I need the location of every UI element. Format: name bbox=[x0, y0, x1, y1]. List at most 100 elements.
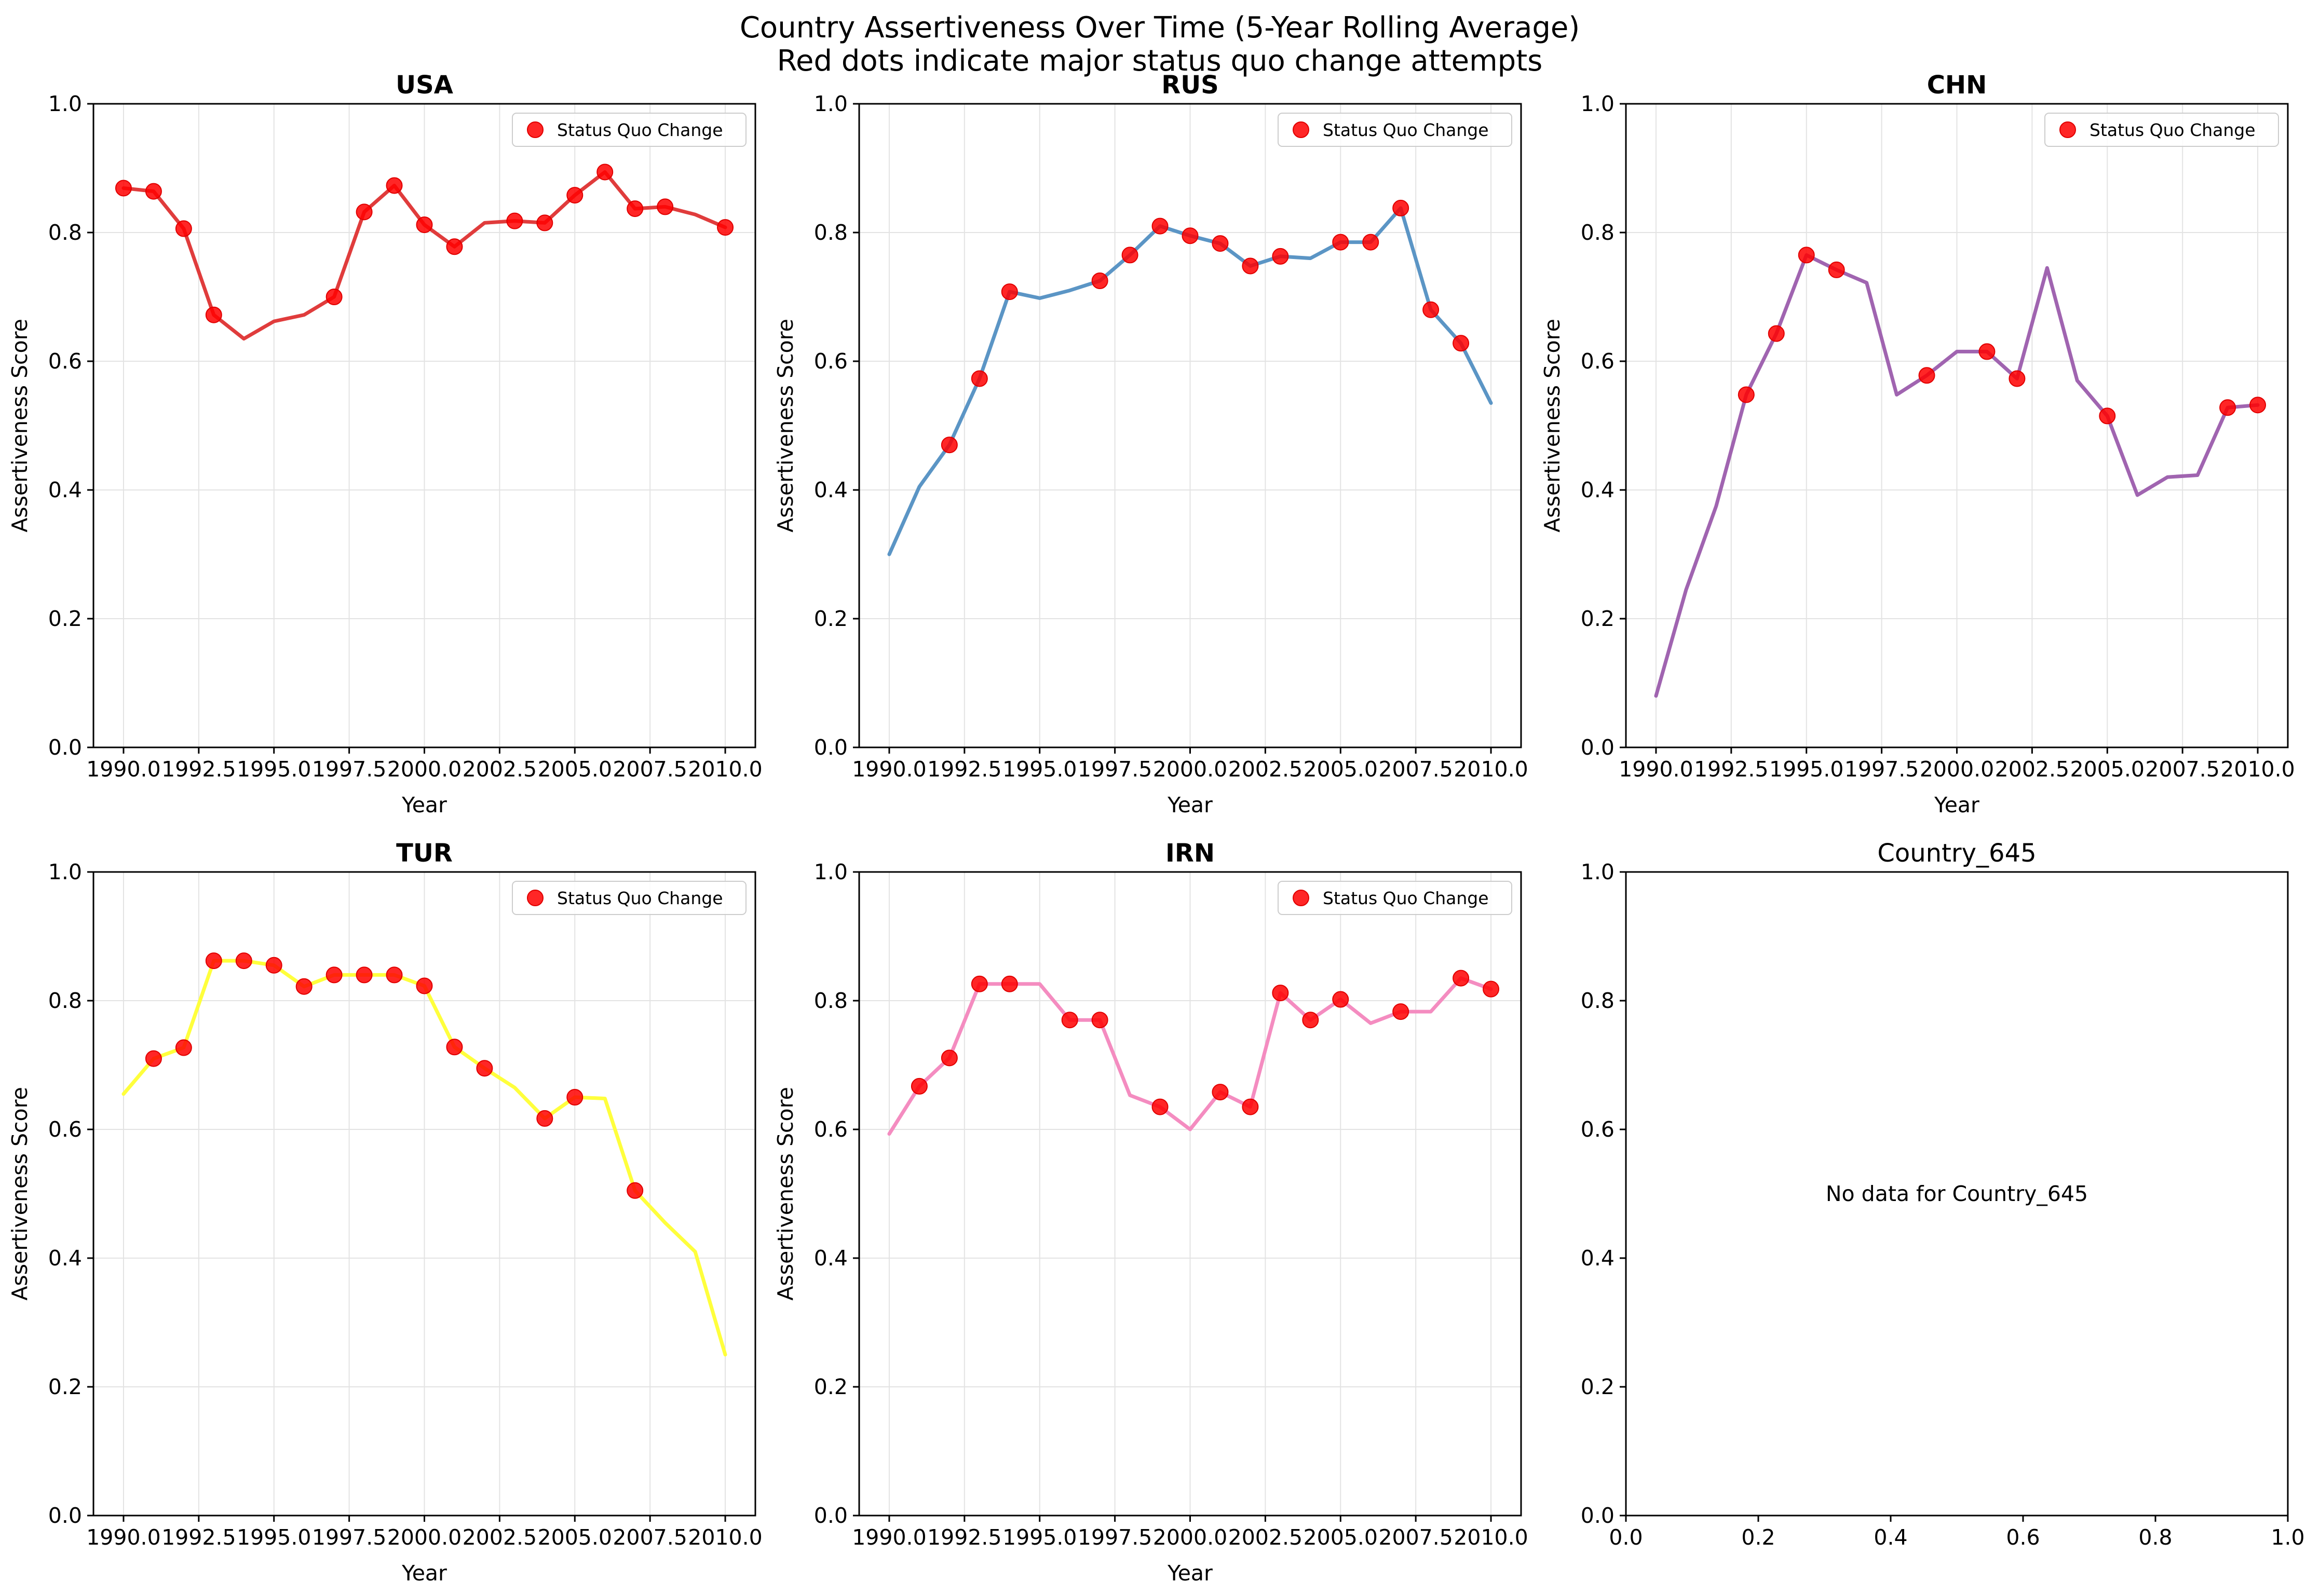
status-quo-marker bbox=[356, 203, 373, 221]
legend-label: Status Quo Change bbox=[1323, 888, 1489, 908]
subplot-chn: 1990.0 1992.5 1995.0 1997.5 2000.0 2002.5 2005… bbox=[1540, 71, 2295, 817]
legend-box bbox=[1278, 881, 1512, 915]
x-tick-label: 2007.5 bbox=[1378, 757, 1453, 782]
status-quo-marker bbox=[1212, 235, 1229, 252]
y-tick-label: 0.0 bbox=[48, 1503, 82, 1528]
x-tick-label: 1990.0 bbox=[1619, 757, 1693, 782]
y-tick-label: 0.4 bbox=[1581, 478, 1614, 502]
x-tick-label: 1997.5 bbox=[1078, 1525, 1152, 1550]
legend-label: Status Quo Change bbox=[2090, 120, 2256, 140]
y-axis-label: Assertiveness Score bbox=[773, 1087, 798, 1301]
status-quo-marker bbox=[1302, 1012, 1319, 1029]
y-tick-label: 1.0 bbox=[1581, 91, 1614, 116]
status-quo-marker bbox=[115, 180, 132, 197]
x-tick-label: 2007.5 bbox=[2145, 757, 2219, 782]
status-quo-marker bbox=[1061, 1012, 1078, 1029]
x-tick-label: 2010.0 bbox=[2220, 757, 2295, 782]
subplot-title: TUR bbox=[396, 839, 453, 868]
status-quo-marker bbox=[1121, 247, 1138, 264]
status-quo-marker bbox=[476, 1060, 493, 1077]
status-quo-marker bbox=[1272, 248, 1289, 265]
x-tick-label: 2005.0 bbox=[2070, 757, 2145, 782]
y-tick-label: 0.4 bbox=[814, 1246, 848, 1271]
x-axis-label: Year bbox=[401, 793, 447, 817]
x-tick-label: 1990.0 bbox=[86, 1525, 160, 1550]
figure-title-line2: Red dots indicate major status quo chang… bbox=[777, 44, 1543, 78]
y-tick-label: 1.0 bbox=[48, 860, 82, 884]
subplot-title: RUS bbox=[1161, 71, 1219, 100]
status-quo-marker bbox=[971, 370, 988, 387]
status-quo-marker bbox=[386, 966, 403, 984]
status-quo-marker bbox=[1768, 325, 1785, 342]
status-quo-marker bbox=[175, 220, 192, 237]
status-quo-marker bbox=[657, 198, 674, 215]
legend-marker bbox=[527, 890, 544, 906]
legend-marker bbox=[2059, 121, 2076, 138]
status-quo-marker bbox=[1453, 970, 1470, 987]
x-tick-label: 2000.0 bbox=[387, 757, 462, 782]
y-tick-label: 0.6 bbox=[1581, 1117, 1614, 1142]
legend-box bbox=[512, 881, 747, 915]
status-quo-marker bbox=[536, 1110, 553, 1127]
x-tick-label: 0.6 bbox=[2006, 1525, 2040, 1550]
x-tick-label: 2002.5 bbox=[1228, 757, 1303, 782]
y-tick-label: 0.2 bbox=[814, 1374, 848, 1399]
status-quo-marker bbox=[506, 212, 523, 229]
y-axis-label: Assertiveness Score bbox=[773, 319, 798, 533]
status-quo-marker bbox=[446, 1039, 463, 1056]
y-tick-label: 0.2 bbox=[1581, 1374, 1614, 1399]
series-line bbox=[1654, 253, 2260, 698]
status-quo-marker bbox=[911, 1077, 928, 1095]
x-tick-label: 0.4 bbox=[1874, 1525, 1907, 1550]
status-quo-marker bbox=[1392, 1003, 1409, 1020]
x-tick-label: 2002.5 bbox=[463, 757, 537, 782]
subplot-irn: 1990.0 1992.5 1995.0 1997.5 2000.0 2002.5 2005… bbox=[773, 839, 1528, 1586]
x-tick-label: 1997.5 bbox=[312, 757, 386, 782]
x-tick-label: 1995.0 bbox=[1769, 757, 1843, 782]
status-quo-marker bbox=[566, 1089, 584, 1106]
status-quo-marker bbox=[1332, 234, 1349, 251]
legend-marker bbox=[527, 121, 544, 138]
y-tick-label: 0.0 bbox=[48, 735, 82, 760]
x-tick-label: 2010.0 bbox=[1454, 757, 1528, 782]
figure-title-line1: Country Assertiveness Over Time (5-Year … bbox=[740, 11, 1580, 45]
x-tick-label: 2000.0 bbox=[387, 1525, 462, 1550]
status-quo-marker bbox=[205, 952, 222, 970]
no-data-note: No data for Country_645 bbox=[1826, 1181, 2088, 1206]
status-quo-marker bbox=[1483, 980, 1500, 998]
y-tick-label: 0.8 bbox=[814, 988, 848, 1013]
status-quo-marker bbox=[1272, 985, 1289, 1002]
y-tick-label: 0.0 bbox=[1581, 1503, 1614, 1528]
y-tick-label: 0.8 bbox=[1581, 220, 1614, 245]
status-quo-marker bbox=[596, 163, 614, 181]
status-quo-marker bbox=[2099, 407, 2116, 425]
y-tick-label: 0.0 bbox=[1581, 735, 1614, 760]
status-quo-marker bbox=[1738, 386, 1755, 403]
status-quo-marker bbox=[416, 977, 433, 994]
x-tick-label: 2007.5 bbox=[1378, 1525, 1453, 1550]
y-tick-label: 0.6 bbox=[1581, 349, 1614, 374]
status-quo-marker bbox=[356, 966, 373, 984]
x-tick-label: 2005.0 bbox=[538, 1525, 612, 1550]
status-quo-marker bbox=[941, 436, 958, 454]
x-axis-label: Year bbox=[1934, 793, 1979, 817]
status-quo-marker bbox=[295, 978, 313, 995]
legend-box bbox=[2044, 113, 2279, 147]
status-quo-marker bbox=[205, 306, 222, 323]
x-tick-label: 1990.0 bbox=[86, 757, 160, 782]
y-tick-label: 0.0 bbox=[814, 1503, 848, 1528]
legend-label: Status Quo Change bbox=[557, 120, 723, 140]
status-quo-marker bbox=[386, 177, 403, 194]
y-tick-label: 0.4 bbox=[48, 478, 82, 502]
status-quo-marker bbox=[1242, 257, 1259, 275]
status-quo-marker bbox=[416, 216, 433, 234]
status-quo-marker bbox=[1392, 199, 1409, 216]
subplot-title: USA bbox=[396, 71, 453, 100]
status-quo-marker bbox=[1001, 975, 1018, 992]
status-quo-marker bbox=[2219, 399, 2236, 416]
subplot-rus: 1990.0 1992.5 1995.0 1997.5 2000.0 2002.5 2005… bbox=[773, 71, 1528, 817]
status-quo-marker bbox=[1828, 261, 1845, 278]
status-quo-marker bbox=[1422, 301, 1440, 318]
subplot-country-645: 0.0 0.2 0.4 0.6 0.8 1.0 0.0 0.2 0.4 0.6 0.8 1.0 Coun… bbox=[1581, 839, 2305, 1550]
x-axis-label: Year bbox=[401, 1561, 447, 1586]
